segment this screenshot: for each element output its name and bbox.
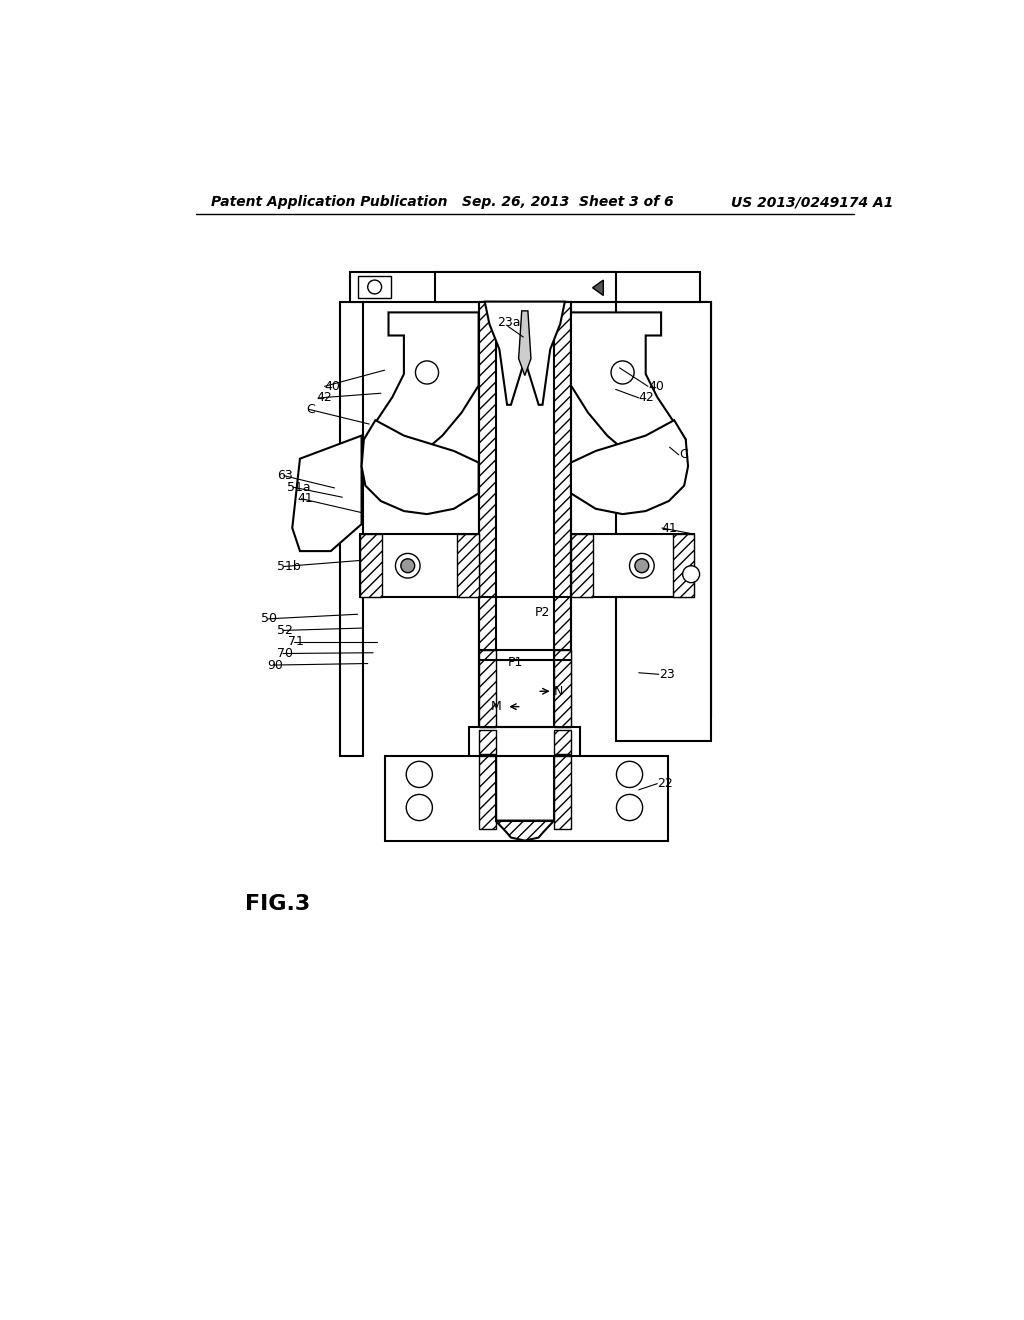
Text: Patent Application Publication: Patent Application Publication: [211, 195, 447, 210]
Polygon shape: [571, 420, 688, 515]
Text: 23: 23: [658, 668, 675, 681]
Circle shape: [635, 558, 649, 573]
Polygon shape: [571, 313, 686, 470]
Text: 50: 50: [261, 612, 278, 626]
Text: 70: 70: [276, 647, 293, 660]
Text: 40: 40: [648, 380, 664, 393]
Circle shape: [407, 762, 432, 788]
Text: 22: 22: [657, 777, 673, 791]
Text: C: C: [679, 449, 687, 462]
Bar: [673, 535, 694, 597]
Circle shape: [407, 795, 432, 821]
Text: C: C: [306, 403, 314, 416]
Bar: [554, 649, 571, 726]
Polygon shape: [361, 420, 478, 515]
Bar: [340, 302, 364, 756]
Bar: [360, 535, 382, 597]
Circle shape: [683, 566, 699, 582]
Bar: [358, 276, 391, 298]
Text: FIG.3: FIG.3: [245, 894, 310, 913]
Text: Sep. 26, 2013  Sheet 3 of 6: Sep. 26, 2013 Sheet 3 of 6: [462, 195, 674, 210]
Bar: [478, 730, 496, 755]
Bar: [554, 756, 571, 829]
Polygon shape: [484, 302, 565, 405]
Bar: [360, 535, 478, 597]
Bar: [478, 302, 496, 755]
Polygon shape: [292, 436, 361, 552]
Text: 41: 41: [662, 521, 678, 535]
Bar: [578, 276, 614, 298]
Bar: [615, 302, 711, 741]
Circle shape: [368, 280, 382, 294]
Circle shape: [395, 553, 420, 578]
Bar: [469, 726, 581, 758]
Circle shape: [616, 762, 643, 788]
Text: 40: 40: [325, 380, 340, 393]
Bar: [571, 535, 593, 597]
Bar: [554, 302, 571, 755]
Text: N: N: [554, 685, 563, 698]
Polygon shape: [518, 312, 531, 376]
Circle shape: [611, 360, 634, 384]
Text: 52: 52: [276, 624, 293, 638]
Polygon shape: [496, 821, 554, 841]
Bar: [435, 272, 615, 302]
Text: 51a: 51a: [287, 480, 310, 494]
Polygon shape: [364, 313, 478, 470]
Bar: [496, 302, 554, 755]
Polygon shape: [593, 280, 603, 296]
Text: 90: 90: [267, 659, 284, 672]
Text: 23a: 23a: [497, 315, 520, 329]
Circle shape: [416, 360, 438, 384]
Bar: [478, 756, 496, 829]
Text: M: M: [490, 700, 502, 713]
Text: 63: 63: [276, 469, 293, 482]
Circle shape: [630, 553, 654, 578]
Bar: [686, 302, 711, 718]
Text: 42: 42: [639, 391, 654, 404]
Bar: [571, 535, 694, 597]
Bar: [385, 756, 668, 841]
Bar: [457, 535, 478, 597]
Bar: [478, 649, 496, 726]
Circle shape: [616, 795, 643, 821]
Bar: [350, 272, 700, 302]
Bar: [554, 730, 571, 755]
Text: 42: 42: [316, 391, 332, 404]
Text: 71: 71: [288, 635, 303, 648]
Text: P1: P1: [508, 656, 523, 669]
Text: P2: P2: [535, 606, 550, 619]
Text: 41: 41: [297, 492, 312, 506]
Text: 51b: 51b: [276, 560, 301, 573]
Text: US 2013/0249174 A1: US 2013/0249174 A1: [731, 195, 894, 210]
Circle shape: [400, 558, 415, 573]
